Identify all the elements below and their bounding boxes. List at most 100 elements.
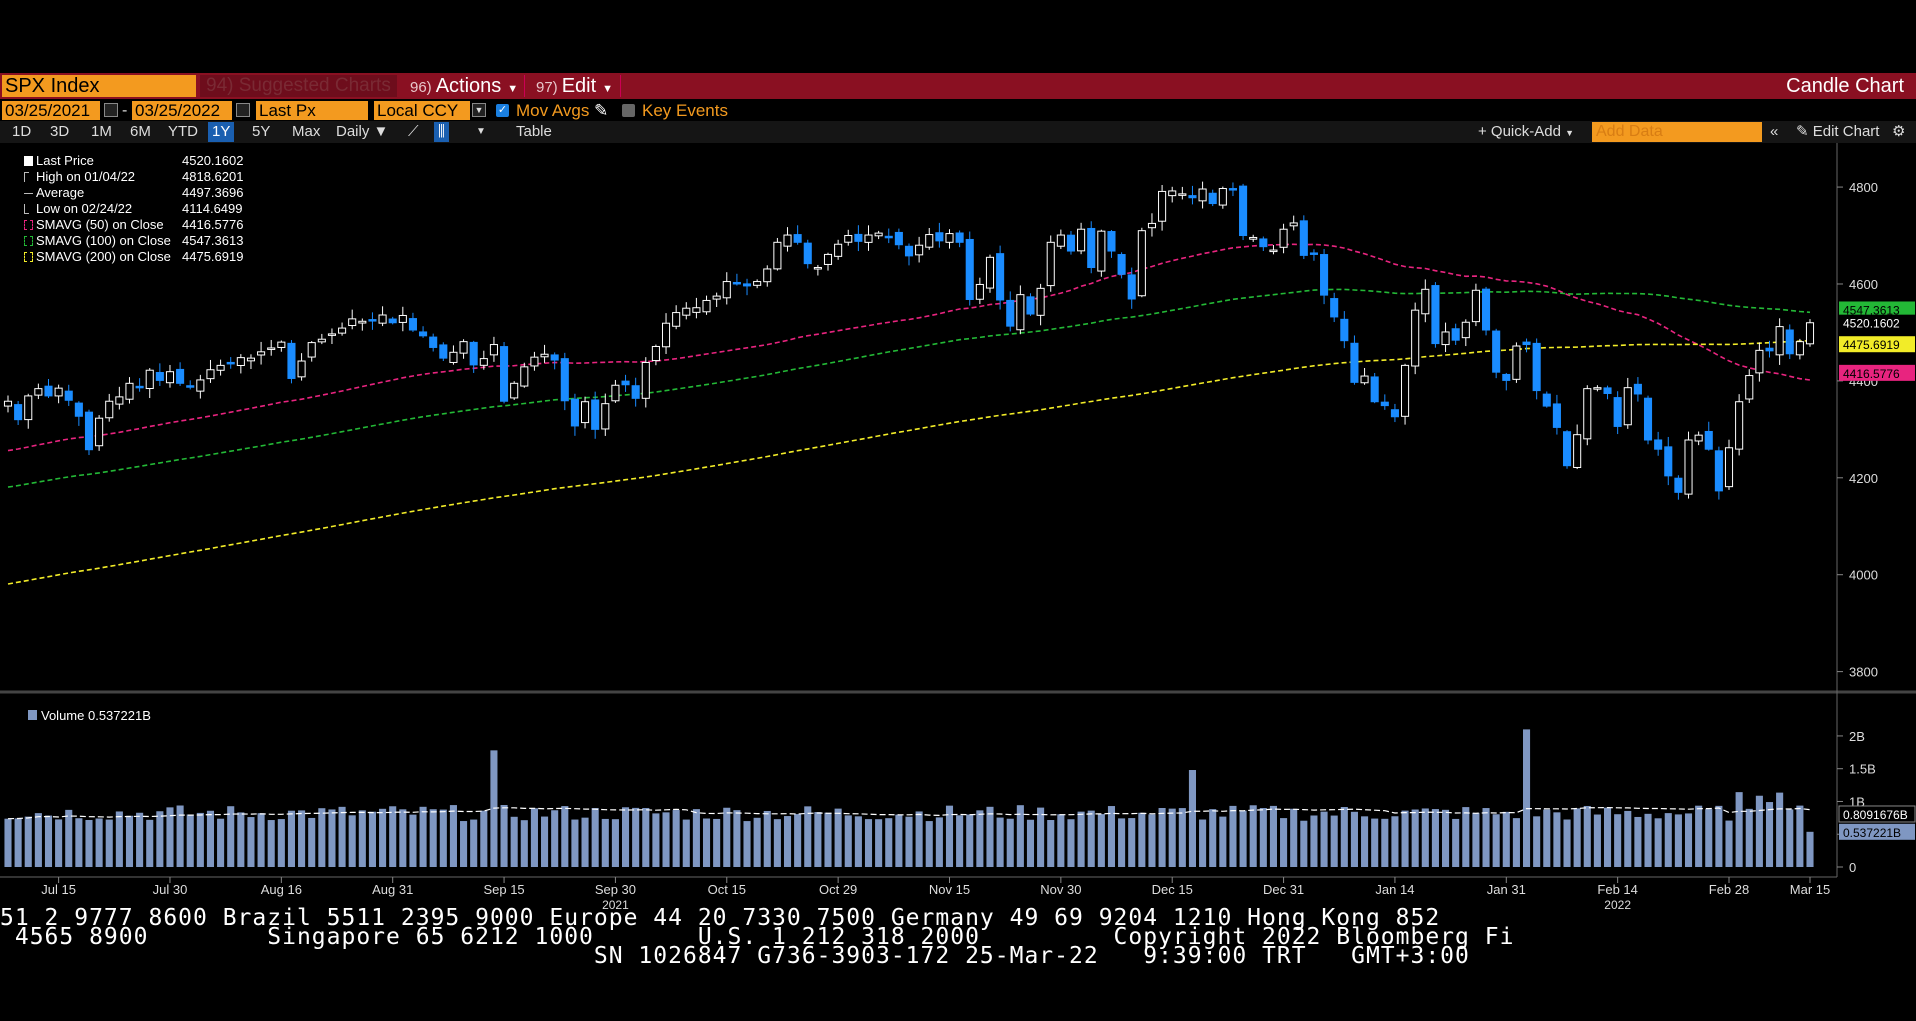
candle-body: [236, 357, 245, 367]
candle-body: [1077, 228, 1086, 252]
edit-chart-button[interactable]: ✎ Edit Chart: [1796, 122, 1879, 142]
volume-tick-label: 2B: [1849, 729, 1865, 744]
candle-body: [1704, 430, 1713, 450]
range-1y[interactable]: 1Y: [208, 122, 235, 142]
range-1d[interactable]: 1D: [12, 123, 32, 140]
price-tick-label: 3800: [1849, 665, 1878, 680]
field-select[interactable]: Last Px: [256, 101, 368, 120]
low-marker-icon: [24, 204, 29, 214]
gear-icon[interactable]: ⚙: [1892, 123, 1906, 140]
volume-bar: [1219, 816, 1227, 867]
line-chart-icon[interactable]: ⟋: [408, 123, 419, 140]
calendar-icon[interactable]: [104, 103, 118, 117]
candle-body: [1107, 231, 1116, 252]
mov-avgs-checkbox[interactable]: ✓: [496, 104, 509, 117]
candle-body: [338, 327, 347, 334]
sma100-tag: 4547.3613: [1843, 303, 1900, 317]
currency-select[interactable]: Local CCY: [374, 101, 470, 120]
volume-bar: [65, 809, 73, 867]
edit-menu[interactable]: 97) Edit ▼: [528, 75, 621, 97]
candle-body: [1208, 192, 1217, 205]
volume-bar: [996, 817, 1004, 867]
volume-bar: [875, 819, 883, 867]
volume-bar: [247, 817, 255, 867]
volume-bar: [1786, 809, 1794, 867]
candle-body: [257, 351, 266, 356]
volume-bar: [632, 807, 640, 867]
candle-body: [1299, 220, 1308, 256]
candle-body: [64, 390, 73, 401]
candle-body: [844, 235, 853, 243]
volume-tick-label: 1.5B: [1849, 762, 1876, 777]
volume-bar: [773, 819, 781, 867]
time-tick-label: Sep 15: [483, 882, 524, 897]
candle-body: [793, 234, 802, 243]
volume-bar: [1603, 807, 1612, 867]
volume-bar: [1715, 805, 1723, 867]
range-5y[interactable]: 5Y: [252, 123, 271, 140]
candle-chart-icon[interactable]: ⫼: [434, 122, 449, 142]
range-ytd[interactable]: YTD: [168, 123, 198, 140]
actions-menu[interactable]: 96) Actions ▼: [402, 75, 526, 97]
range-max[interactable]: Max: [292, 123, 321, 140]
volume-bar: [186, 814, 194, 867]
candle-body: [1087, 227, 1096, 269]
candle-body: [621, 380, 630, 386]
volume-bar: [237, 812, 245, 867]
candle-body: [1714, 450, 1723, 492]
candle-body: [216, 364, 225, 371]
security-input[interactable]: SPX Index: [2, 75, 196, 97]
candle-body: [1664, 446, 1673, 477]
range-1m[interactable]: 1M: [91, 123, 112, 140]
candle-body: [1593, 387, 1602, 390]
candle-body: [1775, 326, 1784, 356]
table-button[interactable]: Table: [516, 123, 552, 140]
candle-body: [1795, 341, 1804, 356]
chevron-down-icon[interactable]: ▼: [472, 103, 486, 117]
period-select[interactable]: Daily ▼: [332, 122, 392, 142]
candle-body: [1643, 397, 1653, 441]
pencil-icon[interactable]: ✎: [594, 101, 609, 120]
actions-label: Actions: [435, 75, 502, 97]
candle-body: [327, 333, 336, 336]
range-3d[interactable]: 3D: [50, 123, 70, 140]
candle-body: [1239, 185, 1248, 237]
sma100-tag-bg: [1839, 301, 1915, 318]
range-6m[interactable]: 6M: [130, 123, 151, 140]
volume-bar: [1411, 809, 1419, 867]
volume-bar: [4, 818, 12, 867]
candle-body: [34, 388, 43, 396]
chevron-down-icon[interactable]: ▼: [476, 126, 486, 137]
volume-bar: [1735, 792, 1743, 867]
collapse-icon[interactable]: «: [1770, 123, 1779, 140]
volume-bar: [1421, 808, 1429, 867]
candle-body: [763, 268, 772, 283]
volume-bar: [429, 809, 437, 867]
volume-bar: [1269, 805, 1277, 867]
time-tick-label: Nov 15: [929, 882, 970, 897]
candle-body: [1654, 439, 1663, 450]
time-tick-label: Jan 31: [1487, 882, 1526, 897]
add-data-input[interactable]: Add Data: [1592, 122, 1762, 142]
key-events-checkbox[interactable]: [622, 104, 635, 117]
candle-body: [1320, 254, 1329, 296]
volume-bar: [935, 817, 943, 867]
volume-bar: [298, 810, 306, 867]
legend-name: SMAVG (200) on Close: [36, 249, 171, 264]
volume-bar: [1209, 809, 1217, 867]
legend-value: 4547.3613: [182, 233, 244, 248]
price-tick-label: 4800: [1849, 180, 1878, 195]
volume-bar: [1077, 811, 1085, 867]
candle-body: [155, 372, 164, 381]
volume-bar: [895, 814, 903, 867]
calendar-icon[interactable]: [236, 103, 250, 117]
legend-swatch: [24, 252, 33, 262]
start-date-field[interactable]: 03/25/2021: [2, 101, 100, 120]
legend-name: SMAVG (50) on Close: [36, 217, 164, 232]
suggested-charts-button[interactable]: 94) Suggested Charts: [200, 75, 397, 97]
volume-bar: [652, 813, 660, 867]
quick-add-button[interactable]: + Quick-Add ▼: [1478, 122, 1574, 143]
end-date-field[interactable]: 03/25/2022: [132, 101, 232, 120]
volume-bar: [824, 812, 832, 867]
volume-bar: [611, 819, 619, 867]
